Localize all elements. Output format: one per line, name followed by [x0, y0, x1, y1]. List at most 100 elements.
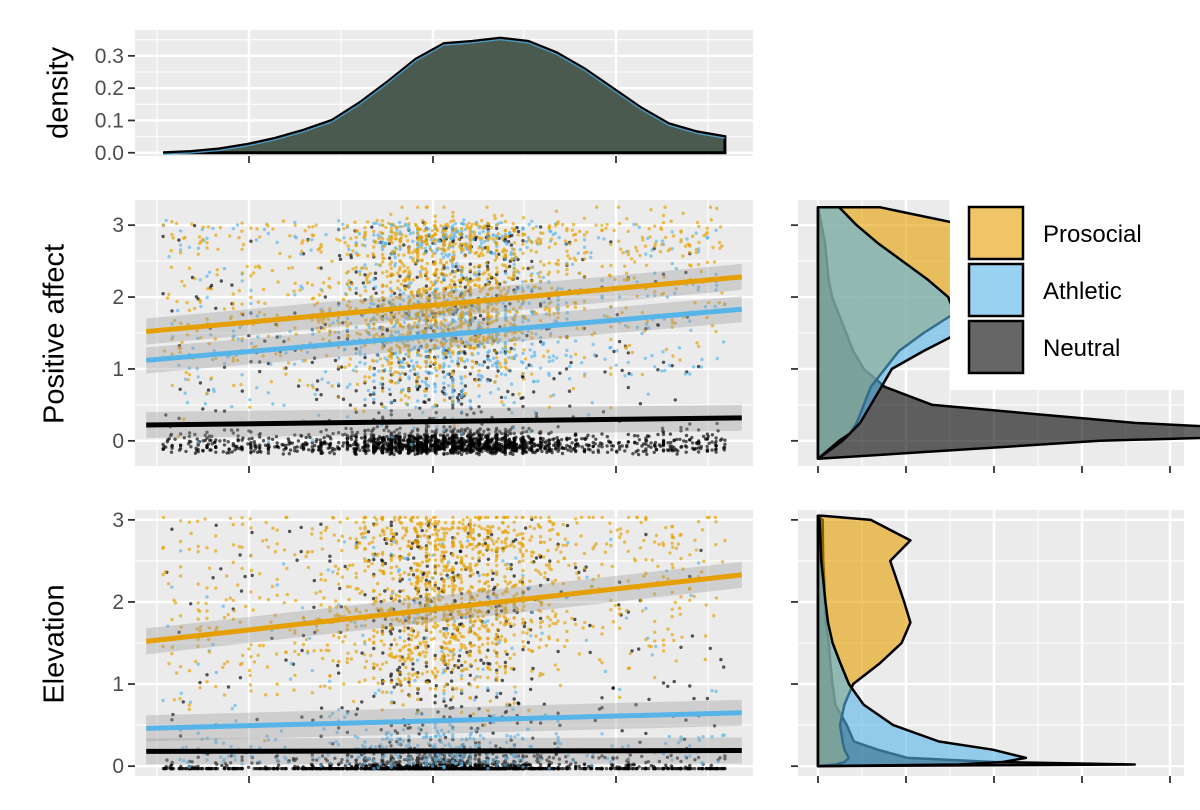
- positive-affect-point-neutral: [496, 369, 500, 373]
- positive-affect-point-prosocial: [493, 349, 497, 353]
- positive-affect-point-prosocial: [398, 259, 402, 263]
- positive-affect-point-prosocial: [454, 227, 458, 231]
- positive-affect-point-prosocial: [417, 287, 422, 292]
- positive-affect-point-prosocial: [428, 350, 432, 354]
- positive-affect-point-prosocial: [281, 219, 286, 223]
- positive-affect-point-prosocial: [585, 230, 589, 234]
- positive-affect-point-neutral: [380, 448, 385, 453]
- positive-affect-point-athletic: [564, 242, 568, 246]
- positive-affect-point-neutral: [567, 444, 572, 448]
- positive-affect-point-athletic: [351, 368, 356, 372]
- positive-affect-point-prosocial: [170, 220, 174, 224]
- positive-affect-point-athletic: [512, 347, 516, 351]
- positive-affect-point-prosocial: [483, 271, 487, 275]
- positive-affect-point-athletic: [596, 236, 601, 240]
- positive-affect-point-neutral: [240, 438, 244, 442]
- positive-affect-point-neutral: [551, 437, 555, 442]
- positive-affect-point-neutral: [236, 438, 240, 442]
- positive-affect-point-neutral: [331, 446, 335, 451]
- positive-affect-point-prosocial: [380, 376, 384, 380]
- positive-affect-point-neutral: [240, 389, 244, 393]
- positive-affect-point-prosocial: [616, 205, 621, 209]
- positive-affect-point-prosocial: [474, 222, 478, 226]
- positive-affect-point-prosocial: [362, 235, 366, 239]
- positive-affect-point-prosocial: [390, 234, 394, 239]
- positive-affect-point-athletic: [354, 286, 358, 291]
- positive-affect-point-athletic: [442, 356, 446, 360]
- positive-affect-point-athletic: [357, 232, 362, 236]
- positive-affect-point-neutral: [710, 433, 715, 437]
- positive-affect-point-neutral: [632, 434, 637, 438]
- positive-affect-point-prosocial: [468, 230, 472, 235]
- positive-affect-point-prosocial: [451, 350, 455, 354]
- positive-affect-point-neutral: [603, 370, 607, 374]
- positive-affect-point-prosocial: [266, 224, 270, 228]
- positive-affect-point-neutral: [723, 438, 727, 442]
- positive-affect-point-neutral: [482, 360, 487, 364]
- positive-affect-point-athletic: [688, 372, 692, 376]
- positive-affect-point-neutral: [577, 444, 581, 448]
- positive-affect-point-prosocial: [355, 382, 360, 386]
- positive-affect-point-neutral: [649, 441, 653, 445]
- positive-affect-point-prosocial: [434, 238, 439, 242]
- positive-affect-point-athletic: [499, 350, 503, 355]
- positive-affect-point-prosocial: [357, 253, 361, 257]
- positive-affect-point-athletic: [482, 239, 487, 244]
- positive-affect-point-athletic: [557, 235, 561, 240]
- positive-affect-point-prosocial: [449, 219, 453, 224]
- positive-affect-point-athletic: [715, 356, 719, 361]
- positive-affect-point-prosocial: [394, 247, 399, 251]
- positive-affect-point-neutral: [605, 450, 610, 454]
- positive-affect-point-neutral: [626, 385, 630, 390]
- positive-affect-point-neutral: [566, 448, 570, 452]
- positive-affect-point-neutral: [209, 438, 213, 443]
- positive-affect-point-neutral: [377, 445, 382, 450]
- positive-affect-point-neutral: [178, 446, 183, 451]
- positive-affect-point-neutral: [339, 365, 344, 369]
- positive-affect-point-athletic: [459, 375, 463, 379]
- positive-affect-point-neutral: [661, 360, 666, 364]
- positive-affect-point-neutral: [634, 450, 638, 454]
- positive-affect-point-athletic: [404, 352, 408, 356]
- positive-affect-point-prosocial: [338, 238, 342, 243]
- positive-affect-point-neutral: [605, 444, 609, 448]
- positive-affect-point-neutral: [214, 445, 218, 449]
- positive-affect-point-athletic: [337, 382, 341, 386]
- positive-affect-point-neutral: [623, 449, 627, 453]
- positive-affect-point-prosocial: [403, 288, 408, 292]
- positive-affect-point-athletic: [266, 440, 271, 444]
- positive-affect-point-prosocial: [681, 254, 685, 258]
- positive-affect-point-neutral: [626, 351, 630, 355]
- positive-affect-point-prosocial: [486, 246, 490, 250]
- positive-affect-point-neutral: [261, 439, 266, 443]
- positive-affect-point-athletic: [442, 375, 447, 379]
- positive-affect-point-neutral: [679, 429, 683, 433]
- positive-affect-point-prosocial: [664, 347, 669, 352]
- positive-affect-point-athletic: [477, 231, 482, 235]
- positive-affect-point-neutral: [546, 449, 550, 453]
- positive-affect-point-neutral: [526, 266, 530, 271]
- positive-affect-point-athletic: [447, 364, 451, 368]
- positive-affect-point-prosocial: [495, 266, 499, 270]
- positive-affect-point-neutral: [178, 432, 183, 436]
- positive-affect-point-neutral: [502, 450, 506, 455]
- positive-affect-point-athletic: [347, 247, 351, 252]
- positive-affect-point-prosocial: [442, 286, 446, 290]
- positive-affect-point-prosocial: [396, 357, 401, 361]
- positive-affect-point-neutral: [338, 257, 343, 261]
- positive-affect-point-prosocial: [553, 224, 558, 228]
- positive-affect-point-prosocial: [416, 350, 420, 355]
- positive-affect-point-neutral: [364, 451, 368, 456]
- positive-affect-point-prosocial: [470, 365, 475, 370]
- positive-affect-point-prosocial: [605, 222, 609, 227]
- positive-affect-point-prosocial: [709, 218, 713, 222]
- positive-affect-point-prosocial: [311, 385, 315, 390]
- positive-affect-point-neutral: [511, 392, 515, 397]
- positive-affect-point-prosocial: [507, 350, 512, 354]
- positive-affect-point-neutral: [252, 440, 256, 444]
- positive-affect-point-athletic: [541, 341, 546, 345]
- positive-affect-point-prosocial: [689, 264, 693, 268]
- positive-affect-point-prosocial: [433, 214, 437, 218]
- positive-affect-point-prosocial: [565, 249, 569, 253]
- positive-affect-point-athletic: [589, 251, 593, 255]
